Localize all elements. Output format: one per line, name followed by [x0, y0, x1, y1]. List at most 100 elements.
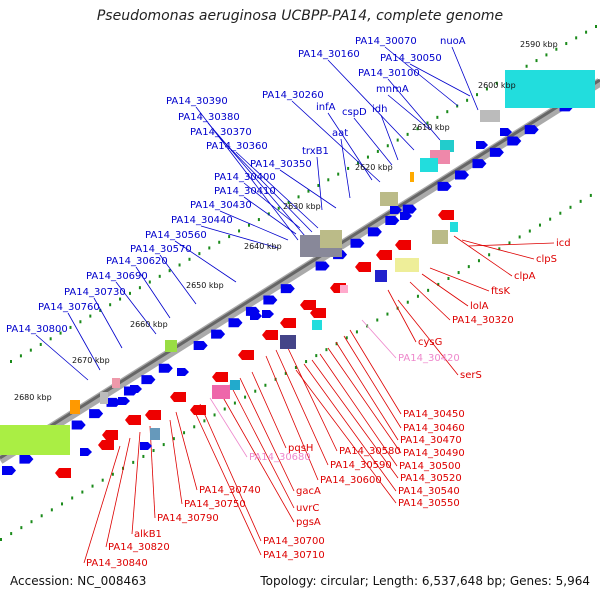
tick-dot	[416, 127, 419, 131]
gene-block	[280, 335, 296, 349]
tick-dot	[244, 395, 247, 399]
label-leader	[265, 355, 319, 481]
tick-dot	[585, 30, 588, 34]
reverse-gene	[438, 210, 454, 220]
forward-gene	[141, 375, 156, 385]
tick-dot	[477, 259, 480, 263]
label-leader	[193, 409, 262, 556]
tick-dot	[457, 271, 460, 275]
gene-label-pa14-30580: PA14_30580	[339, 446, 401, 457]
label-leader	[384, 46, 459, 107]
gene-label-pgsa: pgsA	[296, 517, 321, 528]
kbp-label: 2660 kbp	[130, 320, 168, 329]
tick-dot	[555, 47, 558, 51]
gene-label-pa14-30570: PA14_30570	[130, 244, 192, 255]
gene-label-pa14-30410: PA14_30410	[214, 186, 276, 197]
forward-gene	[71, 420, 86, 430]
label-leader	[219, 210, 289, 241]
gene-block	[0, 425, 70, 455]
label-leader	[285, 343, 338, 452]
tick-dot	[284, 371, 287, 375]
label-leader	[311, 359, 399, 479]
gene-label-ftsk: ftsK	[491, 286, 510, 297]
gene-label-pa14-30440: PA14_30440	[171, 215, 233, 226]
forward-gene	[390, 206, 402, 214]
tick-dot	[366, 155, 369, 159]
label-leader	[387, 94, 431, 131]
forward-gene	[130, 385, 142, 393]
gene-block	[480, 110, 500, 122]
label-leader	[93, 297, 123, 349]
forward-gene-labels: nuoA PA14_30070 PA14_30050 PA14_30160 PA14_3…	[6, 36, 466, 335]
tick-dot	[183, 431, 186, 435]
label-leader	[353, 117, 393, 166]
tick-dot	[119, 297, 122, 301]
tick-dot	[437, 282, 440, 286]
tick-dot	[0, 538, 2, 541]
kbp-markers: 2590 kbp 2600 kbp 2610 kbp 2620 kbp 2630 kbp…	[14, 40, 558, 402]
gene-label-pa14-30380: PA14_30380	[178, 112, 240, 123]
forward-gene	[385, 216, 400, 225]
gene-label-pa14-30790: PA14_30790	[157, 513, 219, 524]
tick-dot	[50, 508, 53, 512]
tick-dot	[178, 263, 181, 267]
tick-dot	[305, 360, 308, 364]
tick-dot	[545, 53, 548, 57]
label-leader	[409, 63, 471, 97]
gene-label-pa14-30540: PA14_30540	[398, 486, 460, 497]
label-leader	[279, 169, 337, 209]
tick-dot	[193, 425, 196, 429]
gene-block	[432, 230, 448, 244]
label-leader	[235, 151, 319, 229]
gene-label-mnma: mnmA	[376, 84, 409, 95]
tick-dot	[267, 212, 270, 216]
forward-gene	[315, 261, 330, 271]
gene-label-pa14-30390: PA14_30390	[166, 96, 228, 107]
reverse-gene	[310, 308, 326, 318]
label-leader	[327, 59, 415, 151]
label-leader	[421, 273, 469, 307]
tick-dot	[436, 115, 439, 119]
forward-gene	[367, 227, 382, 237]
gene-label-pa14-30470: PA14_30470	[400, 435, 462, 446]
tick-dot	[538, 223, 541, 227]
reverse-gene	[300, 300, 316, 310]
label-leader	[303, 363, 397, 492]
gene-label-idh: idh	[372, 104, 387, 115]
tick-dot	[446, 110, 449, 114]
tick-dot	[79, 320, 82, 324]
label-leader	[135, 266, 171, 319]
tick-dot	[10, 532, 13, 536]
gene-label-icd: icd	[556, 238, 571, 249]
forward-gene	[489, 147, 504, 157]
tick-dot	[152, 449, 155, 453]
reverse-gene	[355, 262, 371, 272]
forward-gene	[472, 159, 487, 169]
tick-dot	[335, 342, 338, 346]
label-leader	[169, 419, 183, 505]
reverse-gene	[262, 330, 278, 340]
tick-dot	[233, 401, 236, 405]
gene-label-pa14-30350: PA14_30350	[250, 159, 312, 170]
forward-gene	[80, 448, 92, 456]
tick-dot	[148, 280, 151, 284]
tick-dot	[264, 383, 267, 387]
tick-dot	[188, 257, 191, 261]
tick-dot	[345, 336, 348, 340]
tick-dot	[376, 318, 379, 322]
gene-block	[312, 320, 322, 330]
tick-dot	[10, 360, 12, 363]
tick-dot	[30, 520, 33, 524]
tick-dot	[427, 288, 430, 292]
tick-dot	[406, 300, 409, 304]
tick-dot	[277, 206, 280, 210]
gene-label-aat: aat	[332, 128, 348, 139]
gene-label-pa14-30800: PA14_30800	[6, 324, 68, 335]
tick-dot	[416, 294, 419, 298]
forward-gene	[507, 136, 522, 146]
reverse-gene	[55, 468, 71, 478]
label-leader	[149, 425, 156, 519]
gene-label-pa14-30820: PA14_30820	[108, 542, 170, 553]
kbp-label: 2650 kbp	[186, 281, 224, 290]
